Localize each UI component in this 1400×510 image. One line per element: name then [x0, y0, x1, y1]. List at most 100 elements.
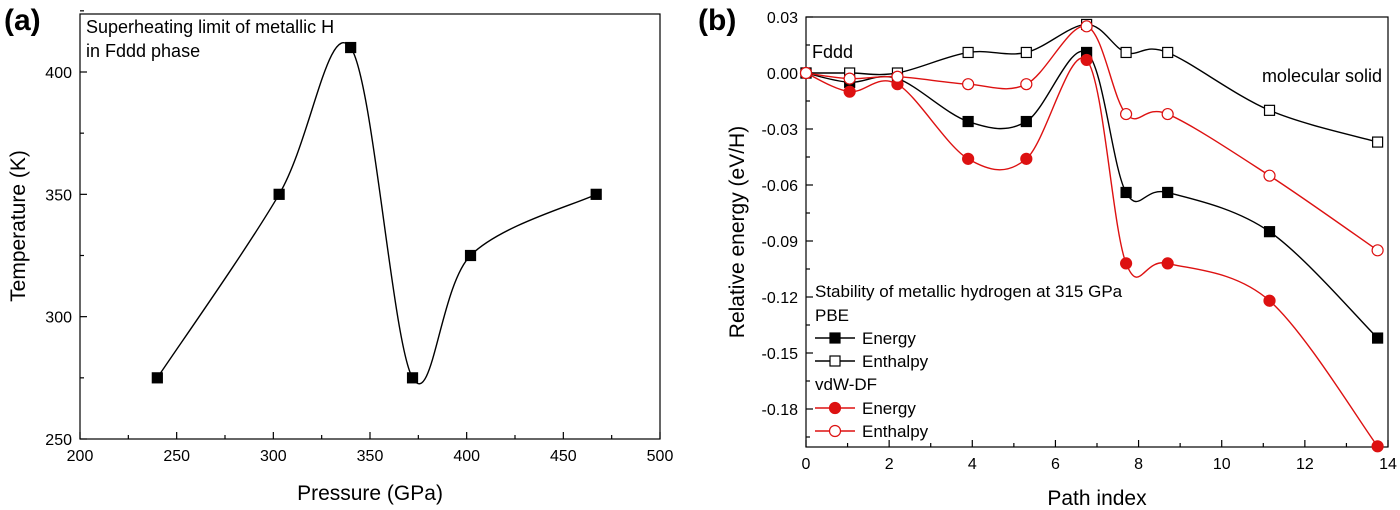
panel-a-x-axis-label: Pressure (GPa): [297, 482, 443, 505]
data-point: [1162, 186, 1174, 199]
x-tick-label: 4: [968, 456, 977, 473]
x-tick-label: 450: [550, 448, 577, 465]
x-tick-label: 12: [1296, 456, 1314, 473]
data-point: [1372, 136, 1384, 148]
legend-marker: [829, 355, 841, 367]
data-point: [843, 72, 856, 85]
y-tick-label: -0.15: [762, 346, 799, 363]
data-point: [962, 152, 975, 165]
panel-b-x-axis-label: Path index: [1047, 487, 1147, 510]
legend-group-vdw-df: vdW-DF: [815, 375, 877, 394]
x-tick-label: 500: [647, 448, 674, 465]
legend-item-vdw-energy: Energy: [815, 399, 916, 418]
legend-item-vdw-enthalpy: Enthalpy: [815, 422, 929, 441]
y-tick-label: -0.03: [762, 122, 799, 139]
data-point: [1020, 115, 1032, 128]
data-point: [464, 249, 477, 262]
x-tick-label: 14: [1379, 456, 1397, 473]
panel-b-label: (b): [698, 4, 736, 37]
x-tick-label: 2: [885, 456, 894, 473]
legend-marker: [828, 424, 842, 438]
y-tick-label: 300: [45, 310, 72, 327]
data-point: [273, 188, 285, 200]
data-point: [1263, 169, 1276, 182]
panel-b-relative-energy-vs-path: (b) Fddd molecular solid 0 2 4 6 8 10 12 14 0.0…: [698, 4, 1397, 510]
legend-label-vdw-enthalpy: Enthalpy: [862, 422, 929, 441]
x-tick-label: 350: [357, 448, 384, 465]
x-tick-label: 10: [1213, 456, 1231, 473]
data-point: [1263, 104, 1276, 116]
legend-item-pbe-energy: Energy: [815, 329, 916, 348]
data-point: [1372, 332, 1384, 344]
data-point: [891, 70, 904, 83]
x-tick-label: 200: [67, 448, 94, 465]
data-point: [1371, 440, 1384, 453]
legend-group-pbe: PBE: [815, 306, 849, 325]
legend-marker: [828, 401, 842, 415]
data-point: [962, 115, 974, 128]
panel-a-temperature-vs-pressure: (a) Superheating limit of metallic H in …: [4, 4, 673, 505]
data-point: [1119, 107, 1133, 121]
y-tick-label: 250: [45, 432, 72, 449]
series-line: [156, 42, 597, 385]
panel-b-annotation-fddd: Fddd: [812, 42, 853, 62]
data-point: [1020, 78, 1033, 91]
x-tick-label: 8: [1134, 456, 1143, 473]
panel-a-label: (a): [4, 4, 41, 37]
panel-b-x-axis-ticks: 0 2 4 6 8 10 12 14: [802, 440, 1397, 473]
panel-b-annotation-molecular-solid: molecular solid: [1262, 66, 1382, 86]
data-point: [1161, 257, 1174, 270]
data-point: [1020, 46, 1032, 59]
data-point: [151, 372, 163, 384]
panel-b-legend: Stability of metallic hydrogen at 315 GP…: [815, 282, 1123, 441]
panel-a-annotation-line-1: Superheating limit of metallic H: [86, 17, 334, 37]
data-point: [1120, 46, 1132, 59]
data-point: [843, 85, 856, 98]
data-point: [1080, 53, 1093, 67]
data-point: [962, 78, 975, 91]
data-point: [1120, 186, 1132, 199]
panel-b-series: [799, 18, 1384, 453]
legend-item-pbe-enthalpy: Enthalpy: [815, 352, 929, 371]
panel-a-x-axis-ticks: 200 250 300 350 400 450 500: [67, 432, 674, 465]
data-point: [590, 188, 602, 200]
y-tick-label: -0.12: [762, 290, 799, 307]
y-tick-label: 0.03: [767, 10, 798, 27]
panel-a-y-axis-label: Temperature (K): [7, 150, 30, 302]
y-tick-label: -0.06: [762, 178, 799, 195]
legend-label-pbe-energy: Energy: [862, 329, 916, 348]
data-point: [1020, 152, 1033, 165]
y-tick-label: -0.18: [762, 402, 799, 419]
data-point: [406, 372, 419, 384]
series-line: [806, 23, 1378, 143]
x-tick-label: 6: [1051, 456, 1060, 473]
data-point: [1161, 107, 1174, 121]
x-tick-label: 400: [453, 448, 480, 465]
y-tick-label: 400: [45, 65, 72, 82]
x-tick-label: 300: [260, 448, 287, 465]
data-point: [1119, 257, 1133, 270]
legend-label-pbe-enthalpy: Enthalpy: [862, 352, 929, 371]
panel-a-series: [151, 41, 602, 385]
x-tick-label: 0: [802, 456, 811, 473]
data-point: [1371, 244, 1384, 257]
data-point: [962, 46, 974, 59]
data-point: [345, 41, 357, 54]
data-point: [1263, 226, 1276, 238]
legend-title: Stability of metallic hydrogen at 315 GP…: [815, 282, 1123, 301]
panel-a-y-axis-ticks: 250 300 350 400: [45, 10, 87, 449]
y-tick-label: 350: [45, 187, 72, 204]
panel-a-plot-frame: [79, 13, 661, 440]
y-tick-label: -0.09: [762, 234, 799, 251]
data-point: [1263, 294, 1276, 307]
series-line: [805, 57, 1379, 447]
panel-a-annotation-line-2: in Fddd phase: [86, 41, 200, 61]
data-point: [799, 66, 813, 80]
legend-marker: [829, 332, 841, 344]
legend-label-vdw-energy: Energy: [862, 399, 916, 418]
x-tick-label: 250: [163, 448, 190, 465]
panel-b-y-axis-label: Relative energy (eV/H): [726, 126, 749, 338]
data-point: [1080, 20, 1093, 33]
panel-b-y-axis-ticks: 0.03 0.00 -0.03 -0.06 -0.09 -0.12 -0.15 -0.18: [762, 10, 813, 438]
